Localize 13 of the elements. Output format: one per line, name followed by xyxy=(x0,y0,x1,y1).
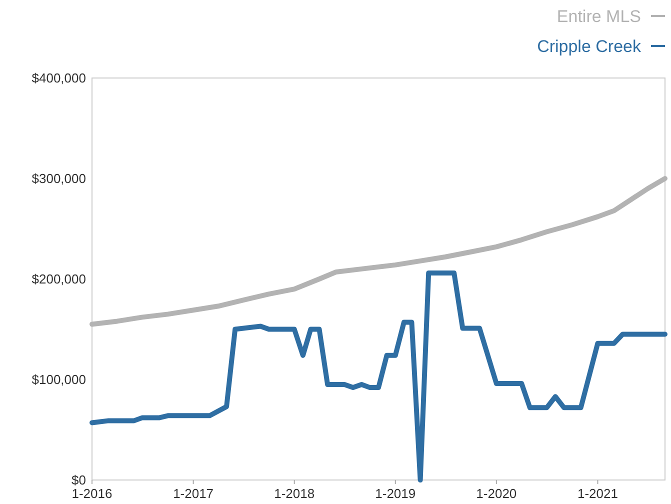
x-tick-label: 1-2021 xyxy=(577,486,618,501)
y-tick-label: $300,000 xyxy=(32,171,86,186)
x-tick-label: 1-2017 xyxy=(173,486,214,501)
y-tick-label: $0 xyxy=(72,472,86,488)
legend-label: Entire MLS xyxy=(556,6,641,26)
x-tick-label: 1-2019 xyxy=(375,486,416,501)
x-tick-label: 1-2020 xyxy=(476,486,517,501)
x-tick-label: 1-2016 xyxy=(72,486,112,501)
y-tick-label: $400,000 xyxy=(32,70,86,86)
x-tick-label: 1-2018 xyxy=(274,486,315,501)
y-tick-label: $200,000 xyxy=(32,272,86,287)
y-tick-label: $100,000 xyxy=(32,372,86,388)
legend-label: Cripple Creek xyxy=(537,36,642,56)
